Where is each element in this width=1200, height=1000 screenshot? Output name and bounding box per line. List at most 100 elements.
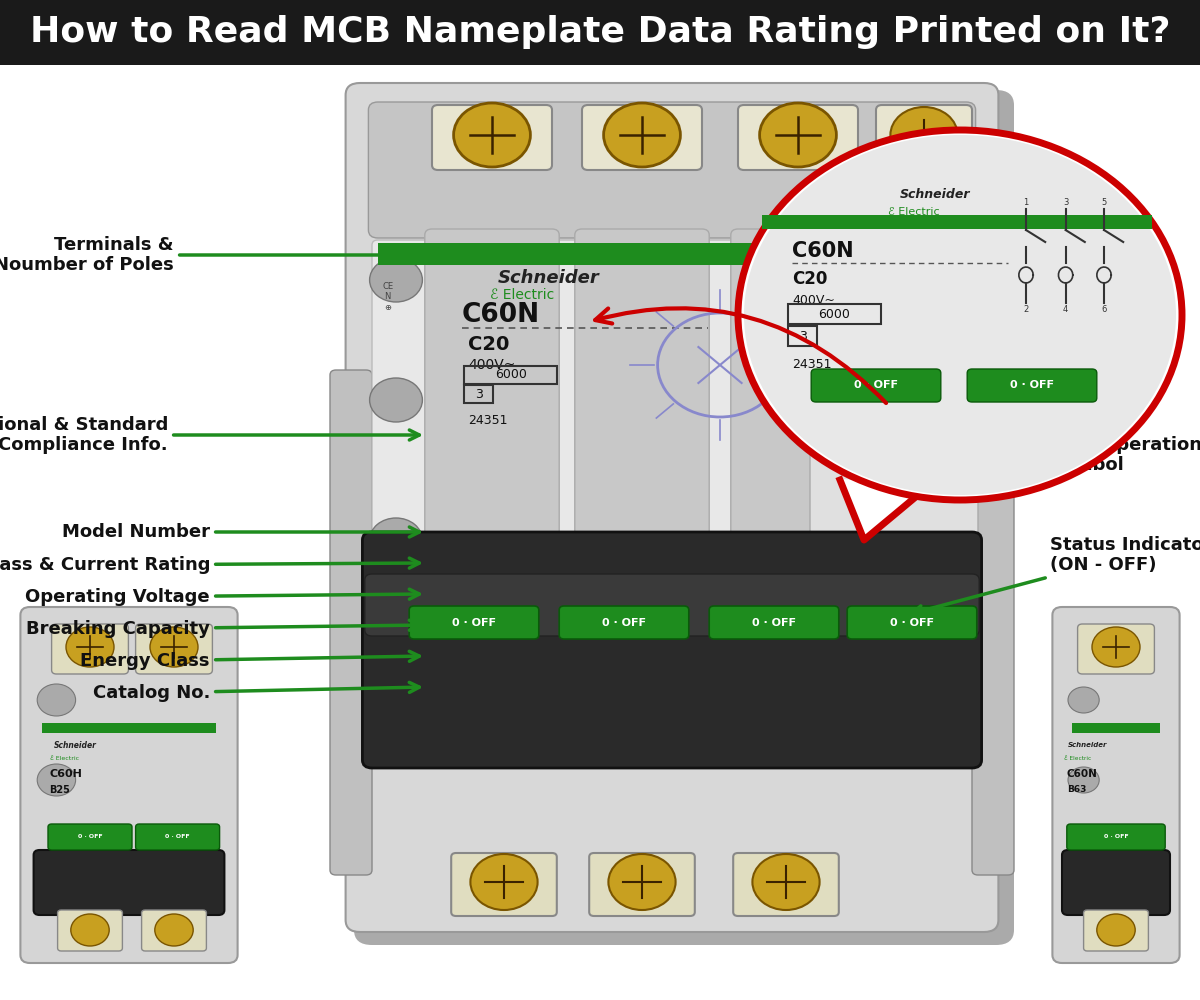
Text: 0 · OFF: 0 · OFF xyxy=(752,617,796,628)
Text: Schneider: Schneider xyxy=(498,269,600,287)
Text: 2: 2 xyxy=(1024,305,1028,314)
FancyBboxPatch shape xyxy=(967,369,1097,402)
Circle shape xyxy=(752,854,820,910)
Text: 0 · OFF: 0 · OFF xyxy=(166,834,190,840)
FancyBboxPatch shape xyxy=(733,853,839,916)
Text: 6000: 6000 xyxy=(496,368,527,381)
Polygon shape xyxy=(840,480,936,540)
Circle shape xyxy=(604,103,680,167)
Circle shape xyxy=(71,914,109,946)
FancyBboxPatch shape xyxy=(1067,824,1165,850)
FancyBboxPatch shape xyxy=(365,574,979,636)
Text: 3: 3 xyxy=(475,387,482,400)
Text: Schneider: Schneider xyxy=(54,740,97,750)
FancyBboxPatch shape xyxy=(738,105,858,170)
Text: ℰ Electric: ℰ Electric xyxy=(490,288,554,302)
FancyBboxPatch shape xyxy=(731,229,865,626)
Text: 3: 3 xyxy=(878,284,886,294)
Circle shape xyxy=(744,135,1176,495)
Text: 3: 3 xyxy=(799,330,806,342)
FancyBboxPatch shape xyxy=(409,606,539,639)
FancyBboxPatch shape xyxy=(559,606,689,639)
FancyBboxPatch shape xyxy=(762,215,1152,229)
Text: C20: C20 xyxy=(468,336,509,355)
Text: 5: 5 xyxy=(1102,198,1106,207)
Text: Catalog No.: Catalog No. xyxy=(92,682,419,702)
FancyBboxPatch shape xyxy=(20,607,238,963)
Circle shape xyxy=(37,684,76,716)
Text: Breaking Capacity: Breaking Capacity xyxy=(26,620,419,638)
Text: 4: 4 xyxy=(878,395,886,405)
Circle shape xyxy=(608,854,676,910)
Text: Schneider: Schneider xyxy=(900,188,971,202)
Text: 1: 1 xyxy=(1024,198,1028,207)
FancyBboxPatch shape xyxy=(432,105,552,170)
Text: 0 · OFF: 0 · OFF xyxy=(602,617,646,628)
Circle shape xyxy=(1068,767,1099,793)
FancyBboxPatch shape xyxy=(876,105,972,170)
Circle shape xyxy=(370,258,422,302)
FancyBboxPatch shape xyxy=(589,853,695,916)
Circle shape xyxy=(370,378,422,422)
Circle shape xyxy=(150,627,198,667)
Text: 400V~: 400V~ xyxy=(468,358,515,372)
FancyBboxPatch shape xyxy=(1052,607,1180,963)
Circle shape xyxy=(1092,627,1140,667)
Text: Additional & Standard
Compliance Info.: Additional & Standard Compliance Info. xyxy=(0,416,419,454)
FancyBboxPatch shape xyxy=(575,229,709,626)
Circle shape xyxy=(890,107,958,163)
Text: MCB Operation
Symbol: MCB Operation Symbol xyxy=(847,436,1200,479)
Text: Operating Voltage: Operating Voltage xyxy=(25,588,419,606)
Text: Schneider: Schneider xyxy=(1068,742,1108,748)
FancyBboxPatch shape xyxy=(582,105,702,170)
Circle shape xyxy=(760,103,836,167)
Text: Class & Current Rating: Class & Current Rating xyxy=(0,556,419,574)
Text: 24351: 24351 xyxy=(792,359,832,371)
Text: 24351: 24351 xyxy=(468,414,508,426)
FancyBboxPatch shape xyxy=(136,624,212,674)
FancyBboxPatch shape xyxy=(810,225,978,615)
Text: 0 · OFF: 0 · OFF xyxy=(1010,380,1054,390)
FancyBboxPatch shape xyxy=(847,606,977,639)
FancyBboxPatch shape xyxy=(52,624,128,674)
Text: C20: C20 xyxy=(792,270,827,288)
FancyBboxPatch shape xyxy=(972,370,1014,875)
Text: 0 · OFF: 0 · OFF xyxy=(452,617,496,628)
Text: 1: 1 xyxy=(836,284,844,294)
FancyBboxPatch shape xyxy=(709,606,839,639)
Text: CE
N
⊕: CE N ⊕ xyxy=(382,282,394,312)
Circle shape xyxy=(66,627,114,667)
FancyBboxPatch shape xyxy=(58,910,122,951)
Circle shape xyxy=(1068,687,1099,713)
Text: 2: 2 xyxy=(836,395,844,405)
FancyBboxPatch shape xyxy=(811,369,941,402)
Circle shape xyxy=(738,130,1182,500)
Text: C60N: C60N xyxy=(792,241,853,261)
Text: C60N: C60N xyxy=(1067,769,1098,779)
Text: 0 · OFF: 0 · OFF xyxy=(1104,834,1128,840)
FancyBboxPatch shape xyxy=(34,850,224,915)
Text: 6000: 6000 xyxy=(818,308,850,320)
Text: 0 · OFF: 0 · OFF xyxy=(78,834,102,840)
FancyBboxPatch shape xyxy=(368,102,976,238)
FancyBboxPatch shape xyxy=(1072,723,1160,733)
Text: C60N: C60N xyxy=(462,302,540,328)
FancyBboxPatch shape xyxy=(48,824,132,850)
Text: B25: B25 xyxy=(49,785,70,795)
Text: 400V~: 400V~ xyxy=(792,294,835,307)
Text: How to Read MCB Nameplate Data Rating Printed on It?: How to Read MCB Nameplate Data Rating Pr… xyxy=(30,15,1170,49)
Text: B63: B63 xyxy=(1067,786,1086,794)
Circle shape xyxy=(1097,914,1135,946)
FancyBboxPatch shape xyxy=(372,240,770,610)
FancyBboxPatch shape xyxy=(142,910,206,951)
Circle shape xyxy=(454,103,530,167)
Text: Status Indicator
(ON - OFF): Status Indicator (ON - OFF) xyxy=(912,536,1200,616)
Text: 0 · OFF: 0 · OFF xyxy=(854,380,898,390)
FancyBboxPatch shape xyxy=(42,723,216,733)
Text: 4: 4 xyxy=(1063,305,1068,314)
Circle shape xyxy=(370,518,422,562)
FancyBboxPatch shape xyxy=(362,532,982,768)
Text: 3: 3 xyxy=(1063,198,1068,207)
FancyBboxPatch shape xyxy=(136,824,220,850)
FancyBboxPatch shape xyxy=(354,90,1014,945)
